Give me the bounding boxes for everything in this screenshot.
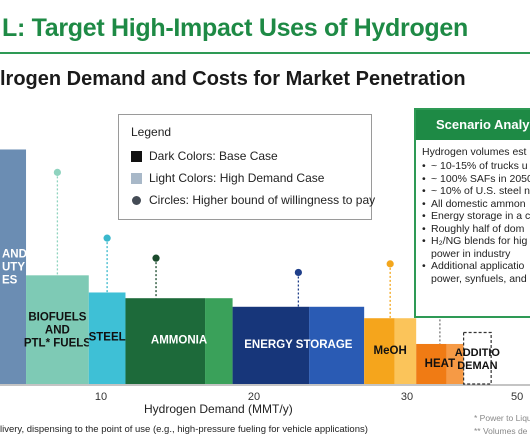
footnote-ptl: * Power to Liqu (474, 413, 530, 423)
scenario-intro: Hydrogen volumes est (422, 146, 527, 158)
segment-bar-base (232, 306, 310, 384)
x-axis-label: Hydrogen Demand (MMT/y) (144, 402, 293, 416)
segment-label: PTL* FUELS (24, 338, 91, 350)
segment-bar-high (0, 149, 27, 384)
segment-label: AMMONIA (151, 334, 207, 346)
segment-bar-base (125, 298, 206, 384)
legend-item-willingness: Circles: Higher bound of willingness to … (131, 193, 375, 207)
title-bar: L: Target High-Impact Uses of Hydrogen (0, 0, 530, 62)
legend-label: Dark Colors: Base Case (149, 149, 278, 163)
scenario-item: ~ 10% of U.S. steel n (422, 185, 530, 198)
legend-item-high-demand: Light Colors: High Demand Case (131, 171, 324, 185)
willingness-circle (152, 254, 160, 262)
scenario-item: Energy storage in a c (422, 210, 530, 223)
x-tick-label: 30 (401, 391, 413, 403)
circle-marker-icon (132, 195, 141, 205)
chart-subtitle: lrogen Demand and Costs for Market Penet… (0, 68, 466, 90)
legend: Legend Dark Colors: Base Case Light Colo… (118, 114, 375, 220)
willingness-circle (103, 234, 111, 242)
x-tick-label: 50 (511, 391, 523, 403)
segment-bar-high (309, 306, 365, 384)
segment-label: ADDITIO (455, 347, 501, 359)
willingness-circle (53, 168, 61, 176)
scenario-item: Roughly half of dom (422, 223, 530, 236)
legend-item-base-case: Dark Colors: Base Case (131, 149, 278, 163)
scenario-panel: Scenario Analyse Hydrogen volumes est ~ … (414, 108, 530, 318)
legend-label: Circles: Higher bound of willingness to … (149, 193, 376, 207)
scenario-item: H₂/NG blends for hig (422, 235, 530, 248)
scenario-item: Additional applicatio (422, 260, 530, 273)
segment-bar-base (26, 275, 89, 384)
footnote-volumes: ** Volumes de (474, 426, 528, 436)
segment-label: DEMAN (457, 360, 497, 372)
legend-label: Light Colors: High Demand Case (149, 171, 325, 185)
segment-bar-high (446, 343, 464, 384)
scenario-title: Scenario Analyse (416, 110, 530, 140)
segment-label: BIOFUELS (28, 312, 86, 324)
segment-label: MeOH (374, 345, 407, 357)
scenario-item: ~ 10-15% of trucks u (422, 160, 530, 173)
willingness-circle (294, 268, 302, 277)
scenario-item: power, synfuels, and (431, 272, 527, 285)
segment-bar-base (88, 292, 126, 384)
segment-bar-high (205, 298, 233, 384)
x-tick-label: 10 (95, 391, 107, 403)
segment-bar-high (394, 318, 417, 384)
page-title: L: Target High-Impact Uses of Hydrogen (2, 14, 468, 42)
x-tick-label: 20 (248, 391, 260, 403)
segment-label: AND (45, 325, 70, 337)
segment-label: ES (2, 275, 18, 287)
footnote: livery, dispensing to the point of use (… (0, 424, 368, 435)
willingness-circle (386, 260, 394, 268)
segment-label: ENERGY STORAGE (244, 339, 353, 351)
title-divider (0, 52, 530, 54)
high-demand-swatch (131, 172, 142, 184)
segment-label: STEEL (89, 331, 126, 343)
segment-bar-base (364, 318, 395, 384)
base-case-swatch (131, 150, 142, 162)
segment-label: HEAT (425, 358, 455, 370)
scenario-item: power in industry (431, 247, 511, 260)
legend-title: Legend (131, 125, 172, 139)
segment-label: UTY (2, 262, 25, 274)
scenario-item: All domestic ammon (422, 198, 530, 211)
segment-bar-additional (463, 331, 492, 385)
segment-label: AND (2, 249, 27, 261)
segment-bar-base (416, 343, 447, 384)
scenario-list: ~ 10-15% of trucks u ~ 100% SAFs in 2050… (416, 160, 530, 285)
scenario-item: ~ 100% SAFs in 2050 (422, 173, 530, 186)
